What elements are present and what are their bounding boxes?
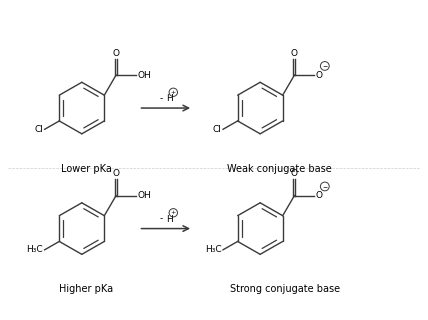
Text: −: −	[322, 184, 327, 189]
Text: H₃C: H₃C	[26, 245, 43, 254]
Text: O: O	[291, 169, 298, 178]
Text: O: O	[113, 169, 119, 178]
Text: OH: OH	[137, 191, 151, 200]
Text: O: O	[291, 49, 298, 58]
Text: −: −	[322, 63, 327, 68]
Text: O: O	[315, 191, 323, 200]
Text: Higher pKa: Higher pKa	[59, 284, 113, 294]
Text: O: O	[113, 49, 119, 58]
Text: OH: OH	[137, 71, 151, 80]
Text: Cl: Cl	[212, 125, 221, 134]
Text: Weak conjugate base: Weak conjugate base	[227, 164, 331, 174]
Text: H: H	[166, 215, 172, 224]
Text: Strong conjugate base: Strong conjugate base	[230, 284, 340, 294]
Text: +: +	[171, 210, 176, 215]
Text: +: +	[171, 90, 176, 95]
Text: -: -	[159, 94, 162, 103]
Text: H₃C: H₃C	[205, 245, 221, 254]
Text: H: H	[166, 94, 172, 103]
Text: O: O	[315, 71, 323, 80]
Text: -: -	[159, 215, 162, 224]
Text: Lower pKa: Lower pKa	[61, 164, 111, 174]
Text: Cl: Cl	[34, 125, 43, 134]
